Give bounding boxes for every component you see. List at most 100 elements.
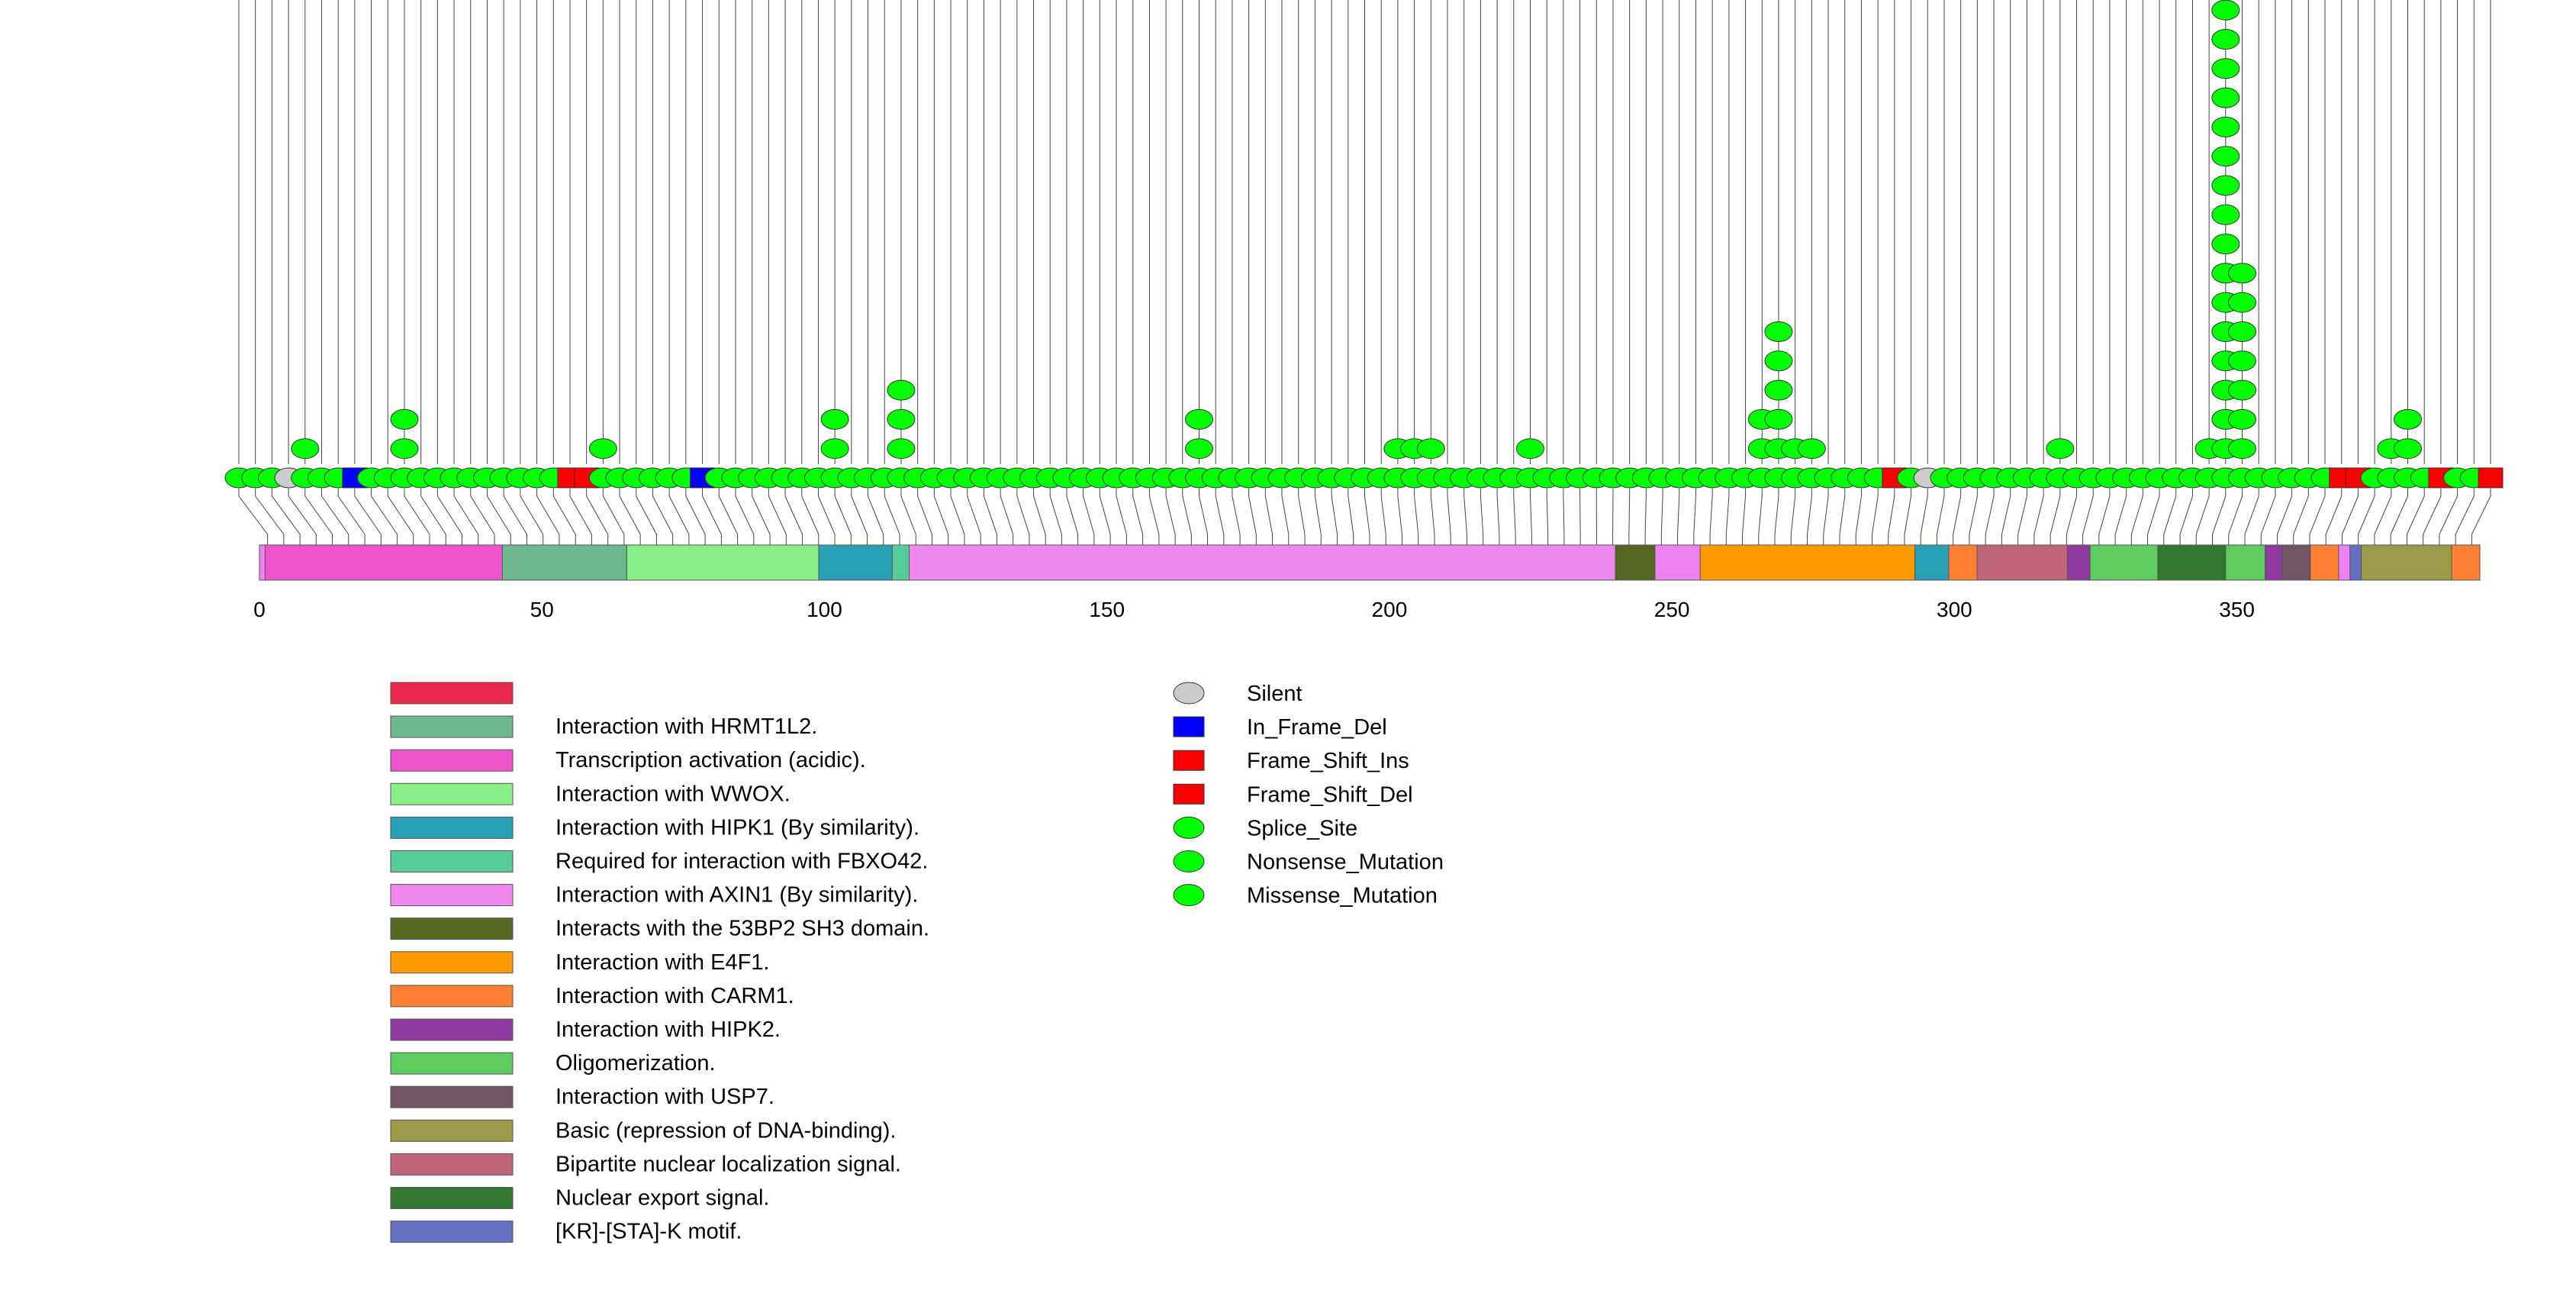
legend-domain-label: Bipartite nuclear localization signal.: [555, 1152, 901, 1176]
position-connector: [520, 489, 544, 545]
position-connector: [2147, 489, 2160, 545]
position-connector: [387, 489, 414, 545]
legend-mutation-label: Frame_Shift_Ins: [1247, 749, 1409, 773]
domain-block: [2451, 544, 2481, 581]
position-connector: [536, 489, 560, 545]
position-connector: [2325, 489, 2343, 545]
missense-mutation-marker: [1797, 438, 1826, 460]
position-connector: [1807, 489, 1812, 545]
missense-mutation-marker: [887, 438, 916, 460]
position-connector: [619, 489, 641, 545]
position-connector: [2276, 489, 2293, 545]
missense-mutation-marker: [1185, 438, 1214, 460]
legend-domain-label: Interaction with HIPK2.: [555, 1017, 781, 1042]
legend-domain-swatch: [390, 1119, 514, 1142]
position-connector: [1099, 489, 1111, 545]
position-connector: [1660, 489, 1663, 545]
legend-mutation-label: Splice_Site: [1247, 816, 1357, 840]
position-connector: [868, 489, 884, 545]
missense-mutation-marker: [2211, 234, 2240, 255]
position-connector: [1563, 489, 1565, 545]
position-connector: [1348, 489, 1354, 545]
position-connector: [238, 489, 269, 545]
legend-domain-swatch: [390, 884, 514, 907]
position-connector: [752, 489, 771, 545]
position-connector: [2406, 489, 2425, 545]
domain-block: [818, 544, 893, 581]
missense-mutation-marker: [1764, 408, 1793, 430]
legend-domain-label: Interaction with E4F1.: [555, 950, 769, 975]
position-connector: [1016, 489, 1030, 545]
missense-mutation-marker: [1185, 408, 1214, 430]
position-connector: [354, 489, 382, 545]
position-connector: [851, 489, 868, 545]
position-connector: [2130, 489, 2143, 545]
legend-domain-label: Interaction with USP7.: [555, 1085, 774, 1109]
domain-block: [2361, 544, 2452, 581]
legend-domain-label: Interacts with the 53BP2 SH3 domain.: [555, 917, 929, 941]
position-connector: [1000, 489, 1014, 545]
position-connector: [967, 489, 981, 545]
position-connector: [1742, 489, 1747, 545]
position-connector: [801, 489, 819, 545]
position-connector: [288, 489, 317, 545]
legend-mutation-swatch: [1173, 783, 1205, 805]
position-connector: [1116, 489, 1127, 545]
position-connector: [2455, 489, 2475, 545]
x-tick-label: 0: [253, 598, 266, 621]
position-connector: [2260, 489, 2276, 545]
missense-mutation-marker: [2211, 58, 2240, 79]
missense-mutation-marker: [1416, 438, 1445, 460]
domain-block: [2066, 544, 2091, 581]
position-connector: [1148, 489, 1160, 545]
domain-block: [501, 544, 627, 581]
position-connector: [2228, 489, 2243, 545]
position-connector: [1314, 489, 1322, 545]
legend-domain-label: Nuclear export signal.: [555, 1186, 769, 1211]
position-connector: [569, 489, 592, 545]
position-connector: [552, 489, 576, 545]
position-connector: [1529, 489, 1532, 545]
legend-domain-swatch: [390, 1085, 514, 1108]
legend-domain-label: Transcription activation (acidic).: [555, 748, 866, 772]
missense-mutation-marker: [1764, 379, 1793, 401]
legend-domain-swatch: [390, 782, 514, 805]
domain-block: [909, 544, 1616, 581]
missense-mutation-marker: [2211, 87, 2240, 108]
position-connector: [2212, 489, 2227, 545]
missense-mutation-marker: [1764, 350, 1793, 372]
missense-mutation-marker: [2211, 204, 2240, 225]
position-connector: [2309, 489, 2326, 545]
position-connector: [271, 489, 301, 545]
position-connector: [884, 489, 900, 545]
position-connector: [1644, 489, 1647, 545]
position-connector: [933, 489, 949, 545]
position-connector: [1839, 489, 1846, 545]
legend-domain-swatch: [390, 1153, 514, 1176]
position-connector: [1165, 489, 1176, 545]
missense-mutation-marker: [390, 408, 419, 430]
legend-domain-label: Interaction with WWOX.: [555, 782, 791, 806]
position-connector: [1232, 489, 1241, 545]
position-connector: [1969, 489, 1978, 545]
domain-block: [264, 544, 503, 581]
position-connector: [1513, 489, 1516, 545]
position-connector: [1298, 489, 1306, 545]
legend-mutation-swatch: [1173, 850, 1205, 872]
position-connector: [304, 489, 333, 545]
position-connector: [1033, 489, 1046, 545]
position-connector: [2390, 489, 2409, 545]
missense-mutation-marker: [2394, 438, 2423, 460]
legend-mutation-label: Silent: [1247, 682, 1302, 706]
missense-mutation-marker: [2211, 146, 2240, 167]
position-connector: [1430, 489, 1435, 545]
missense-mutation-marker: [2211, 29, 2240, 50]
position-connector: [950, 489, 965, 545]
position-connector: [1920, 489, 1928, 545]
position-connector: [1579, 489, 1581, 545]
missense-mutation-marker: [2228, 263, 2257, 284]
legend-mutation-swatch: [1173, 716, 1205, 737]
position-connector: [1264, 489, 1274, 545]
position-connector: [436, 489, 463, 545]
